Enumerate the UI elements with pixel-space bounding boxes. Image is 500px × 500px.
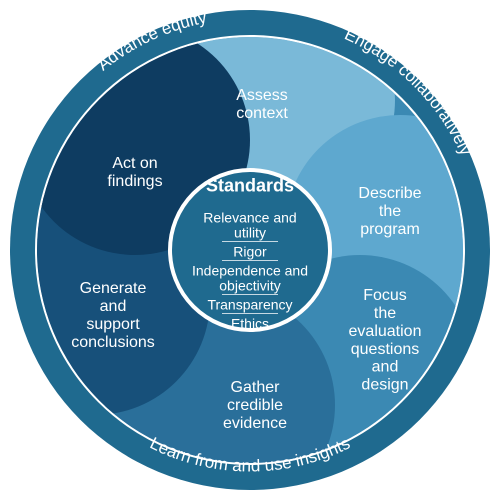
center-item-3: Transparency <box>207 297 292 313</box>
petal-label-act-on-findings: Act onfindings <box>107 155 162 190</box>
center-item-2: Independence and <box>192 263 308 279</box>
center-item-2-b: objectivity <box>219 278 280 294</box>
petal-label-gather-evidence: Gathercredibleevidence <box>223 379 287 432</box>
center-title: Standards <box>206 176 294 196</box>
center-item-4: Ethics <box>231 316 269 332</box>
center-item-0: Relevance and <box>203 210 296 226</box>
evaluation-framework-diagram: Standards Relevance andutility Rigor Indepe… <box>0 0 500 500</box>
center-item-0-b: utility <box>234 225 266 241</box>
petal-label-assess-context: Assesscontext <box>236 87 288 122</box>
center-item-1: Rigor <box>233 244 267 260</box>
